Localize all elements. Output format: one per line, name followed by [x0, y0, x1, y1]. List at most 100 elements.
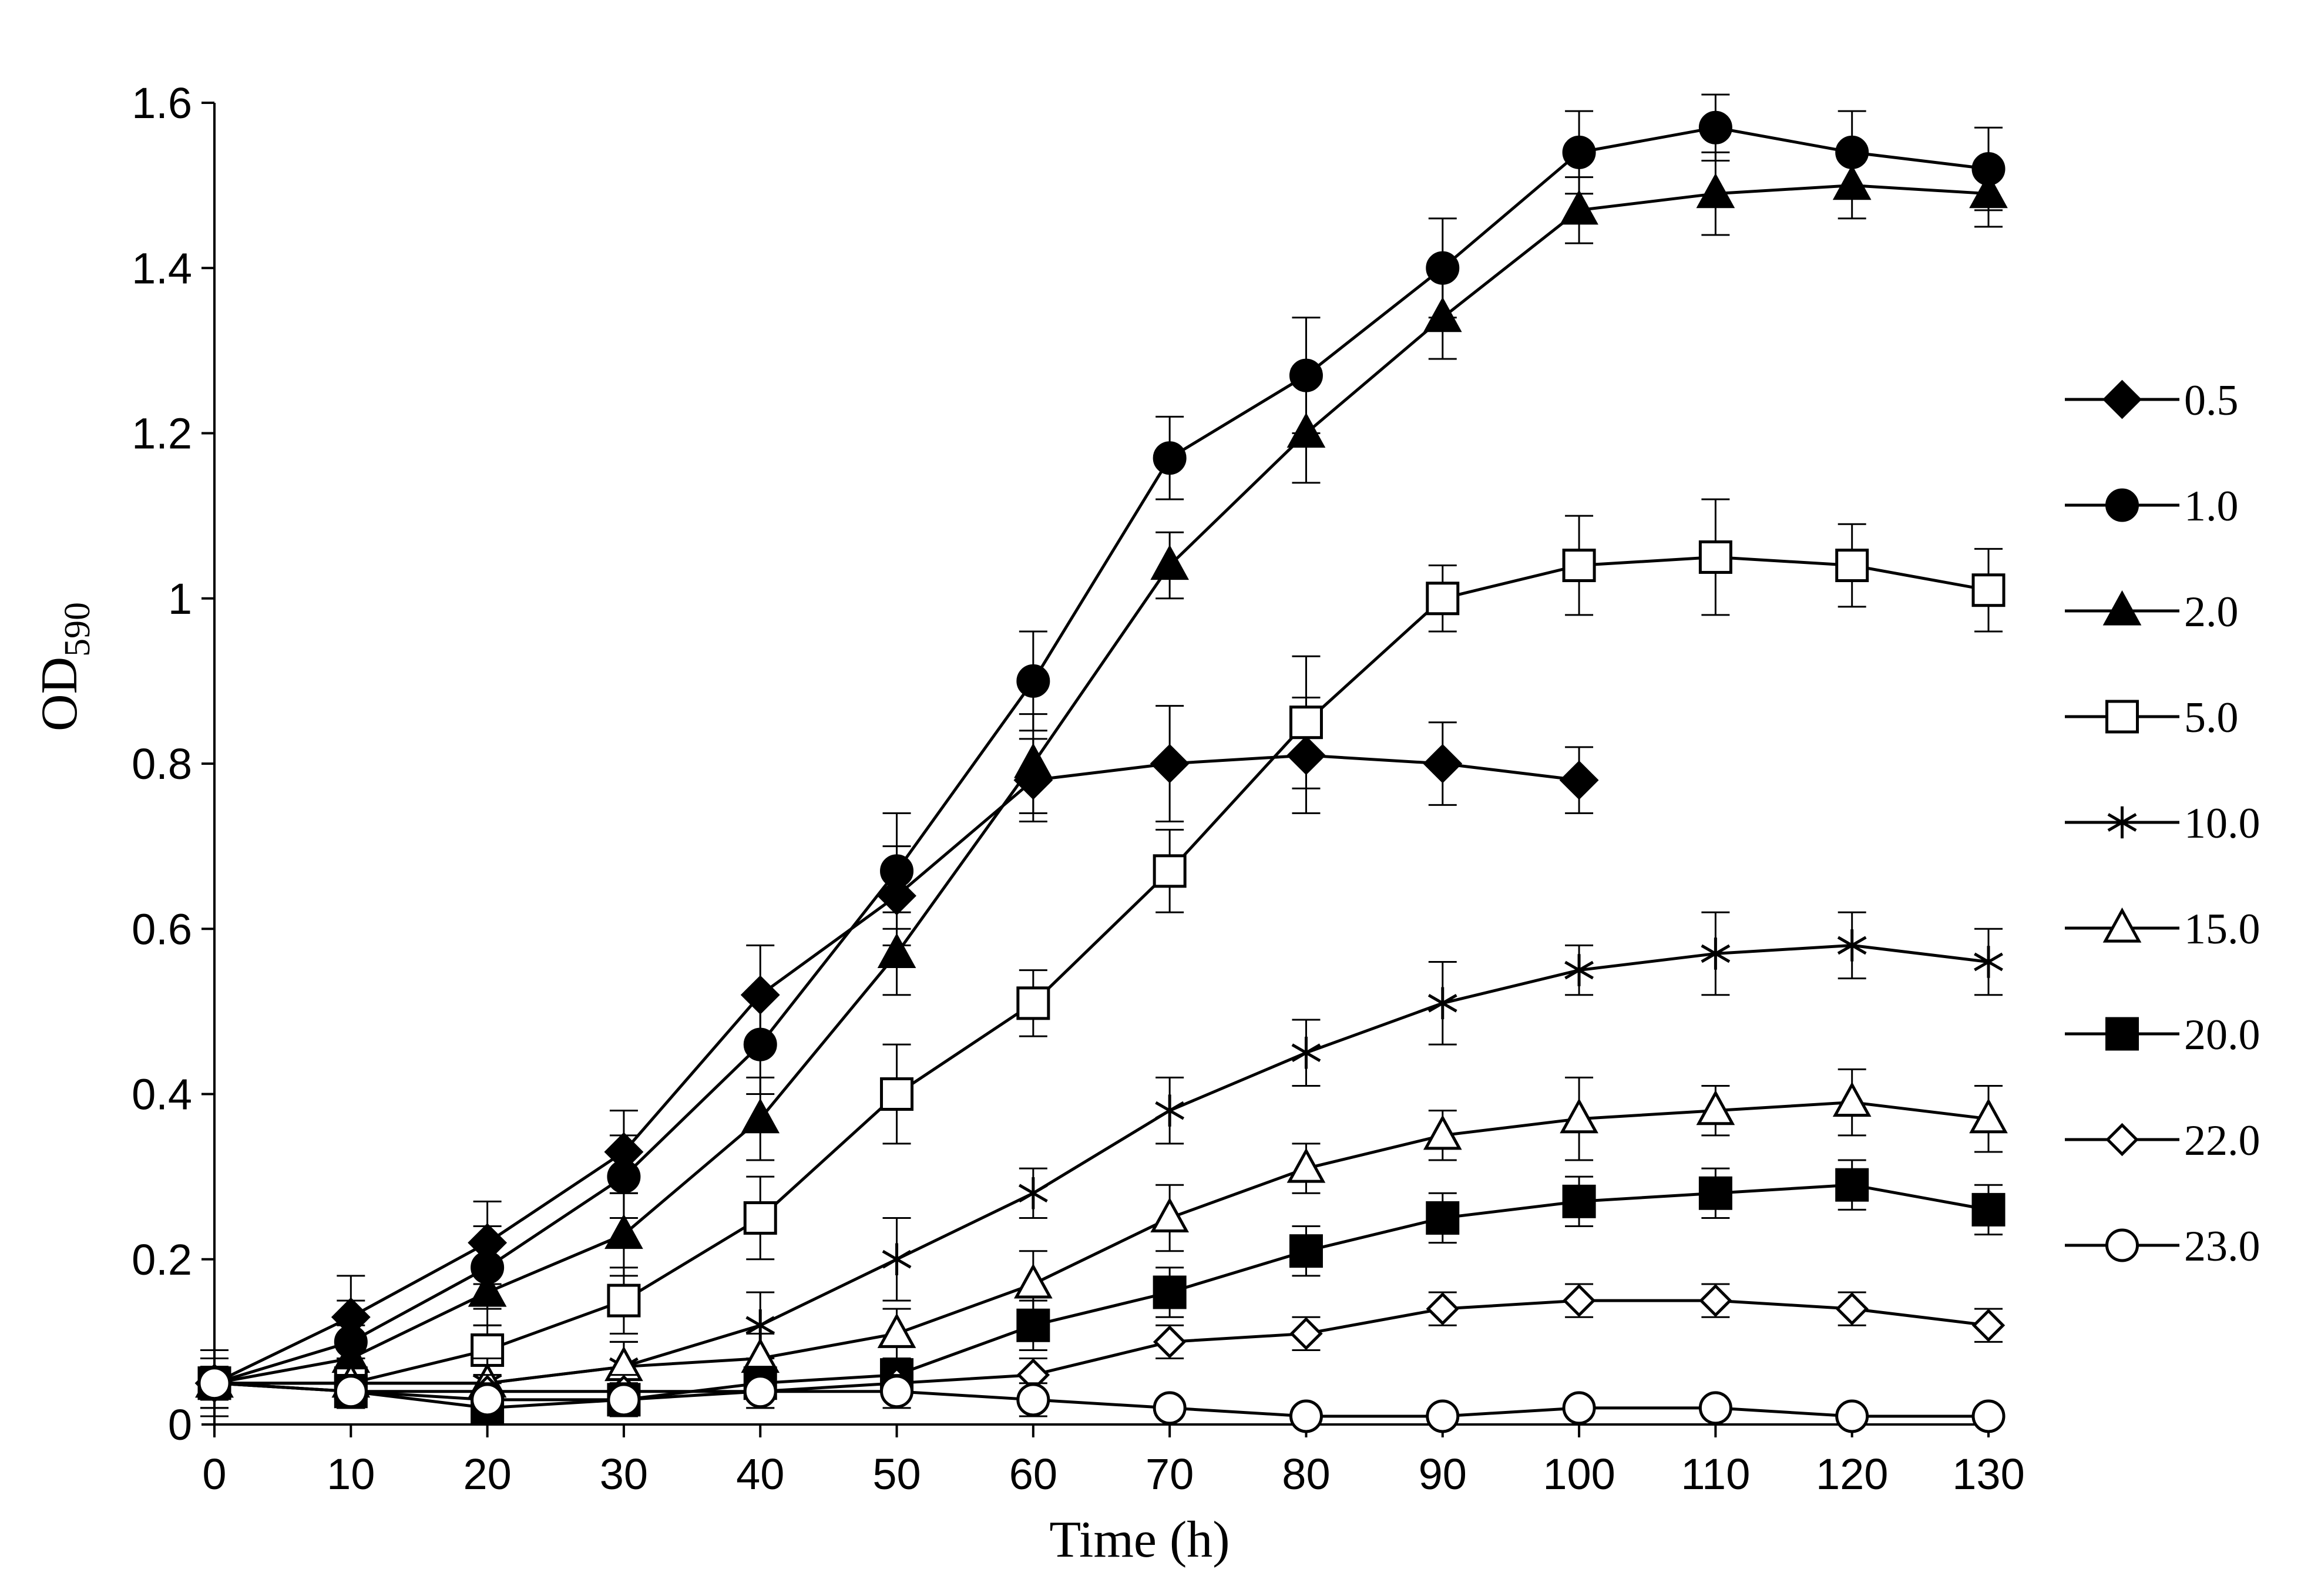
- y-tick-label: 0.8: [132, 740, 192, 788]
- data-point: [1698, 110, 1732, 145]
- data-point: [1153, 1325, 1187, 1359]
- series-line: [214, 1382, 1988, 1418]
- series-20.0: [197, 1159, 2006, 1426]
- data-point: [1971, 573, 2006, 607]
- data-point: [1286, 412, 1326, 448]
- data-point: [1016, 1308, 1050, 1342]
- series-line: [214, 126, 1989, 1385]
- data-point: [1562, 1184, 1596, 1218]
- data-point: [1698, 1391, 1732, 1425]
- data-point: [1562, 549, 1596, 582]
- data-point: [1153, 1391, 1187, 1425]
- star-stroke: [745, 1316, 775, 1335]
- y-tick-label: 0.6: [132, 905, 192, 953]
- series-1.0: [197, 93, 2006, 1417]
- legend-entry-20.0: 20.0: [2065, 1011, 2260, 1059]
- data-point: [1560, 189, 1598, 225]
- data-point: [1971, 1192, 2006, 1227]
- data-point: [1014, 742, 1053, 778]
- legend-marker: [2102, 379, 2142, 419]
- data-point: [880, 854, 914, 888]
- x-tick-label: 130: [1952, 1450, 2024, 1498]
- data-point: [1423, 744, 1463, 784]
- legend-label: 5.0: [2184, 694, 2239, 742]
- series-line: [214, 1183, 1989, 1410]
- data-point: [1835, 1292, 1869, 1326]
- data-point: [604, 1214, 643, 1249]
- legend-marker: [2105, 488, 2139, 522]
- y-tick-label: 0: [168, 1400, 192, 1449]
- data-point: [1562, 1283, 1596, 1318]
- legend-marker: [2105, 1228, 2139, 1262]
- data-point: [1971, 1309, 2006, 1342]
- star-stroke: [1018, 1184, 1048, 1203]
- star-stroke: [1837, 936, 1867, 955]
- data-point: [1150, 744, 1190, 784]
- data-point: [877, 1313, 916, 1348]
- legend-marker: [2107, 806, 2137, 839]
- data-point: [1289, 1399, 1323, 1433]
- legend-marker: [2105, 1017, 2139, 1051]
- data-point: [880, 1375, 914, 1409]
- x-tick-label: 30: [600, 1450, 648, 1498]
- data-point: [471, 1383, 505, 1417]
- data-point: [1560, 1098, 1598, 1134]
- x-tick-label: 70: [1146, 1450, 1194, 1498]
- legend-label: 23.0: [2184, 1222, 2260, 1271]
- star-stroke: [1155, 1101, 1185, 1120]
- data-point: [1153, 854, 1187, 888]
- x-axis-title: Time (h): [1049, 1511, 1230, 1568]
- data-point: [607, 1283, 641, 1318]
- series-line: [214, 1101, 1989, 1385]
- legend-marker: [2102, 907, 2142, 943]
- data-point: [741, 1098, 780, 1134]
- axes: 0 0.2 0.4 0.6 0.8 1 1.2 1.4 1.6 0 10 20 30 40 50 60 70 80…: [132, 79, 2025, 1498]
- legend: 0.5 1.0 2.0 5.0 10.0 15.0 20.0 22.0 23.0: [2065, 377, 2260, 1271]
- data-point: [1426, 1399, 1460, 1433]
- data-point: [1696, 173, 1735, 209]
- y-tick-label: 1.6: [132, 79, 192, 127]
- data-point: [1291, 1036, 1321, 1069]
- data-point: [1969, 173, 2008, 209]
- y-axis-title-subscript: 590: [58, 602, 98, 657]
- legend-entry-0.5: 0.5: [2065, 377, 2239, 425]
- y-axis-title: OD590: [31, 602, 98, 731]
- data-point: [1016, 664, 1050, 698]
- data-point: [1971, 1399, 2006, 1433]
- data-point: [1696, 1090, 1735, 1125]
- x-tick-label: 50: [872, 1450, 921, 1498]
- data-point: [1153, 441, 1187, 475]
- data-point: [1832, 164, 1872, 200]
- x-tick-label: 60: [1009, 1450, 1057, 1498]
- legend-entry-23.0: 23.0: [2065, 1222, 2260, 1271]
- legend-label: 15.0: [2184, 905, 2260, 953]
- data-point: [877, 933, 916, 969]
- data-point: [1835, 1168, 1869, 1202]
- data-point: [1289, 1234, 1323, 1268]
- x-tick-label: 90: [1419, 1450, 1467, 1498]
- data-point: [1014, 1263, 1053, 1299]
- data-point: [1701, 938, 1731, 970]
- data-point: [1016, 1383, 1050, 1417]
- star-stroke: [1564, 960, 1594, 980]
- data-point: [1832, 1081, 1872, 1117]
- data-point: [1426, 582, 1460, 616]
- data-point: [1562, 135, 1596, 169]
- data-point: [1559, 760, 1599, 800]
- data-point: [1153, 1275, 1187, 1309]
- star-stroke: [1701, 944, 1731, 963]
- legend-marker: [2105, 700, 2139, 734]
- data-point: [743, 1027, 777, 1061]
- x-tick-label: 0: [202, 1450, 226, 1498]
- data-point: [1423, 1114, 1462, 1150]
- data-point: [1016, 986, 1050, 1020]
- legend-label: 2.0: [2184, 588, 2239, 636]
- series-23.0: [197, 1366, 2006, 1433]
- data-point: [1018, 1177, 1048, 1209]
- y-tick-label: 1: [168, 574, 192, 623]
- star-stroke: [1427, 993, 1457, 1013]
- legend-marker: [2105, 1123, 2139, 1157]
- data-point: [1426, 1292, 1460, 1326]
- legend-entry-15.0: 15.0: [2065, 905, 2260, 953]
- x-tick-label: 80: [1282, 1450, 1330, 1498]
